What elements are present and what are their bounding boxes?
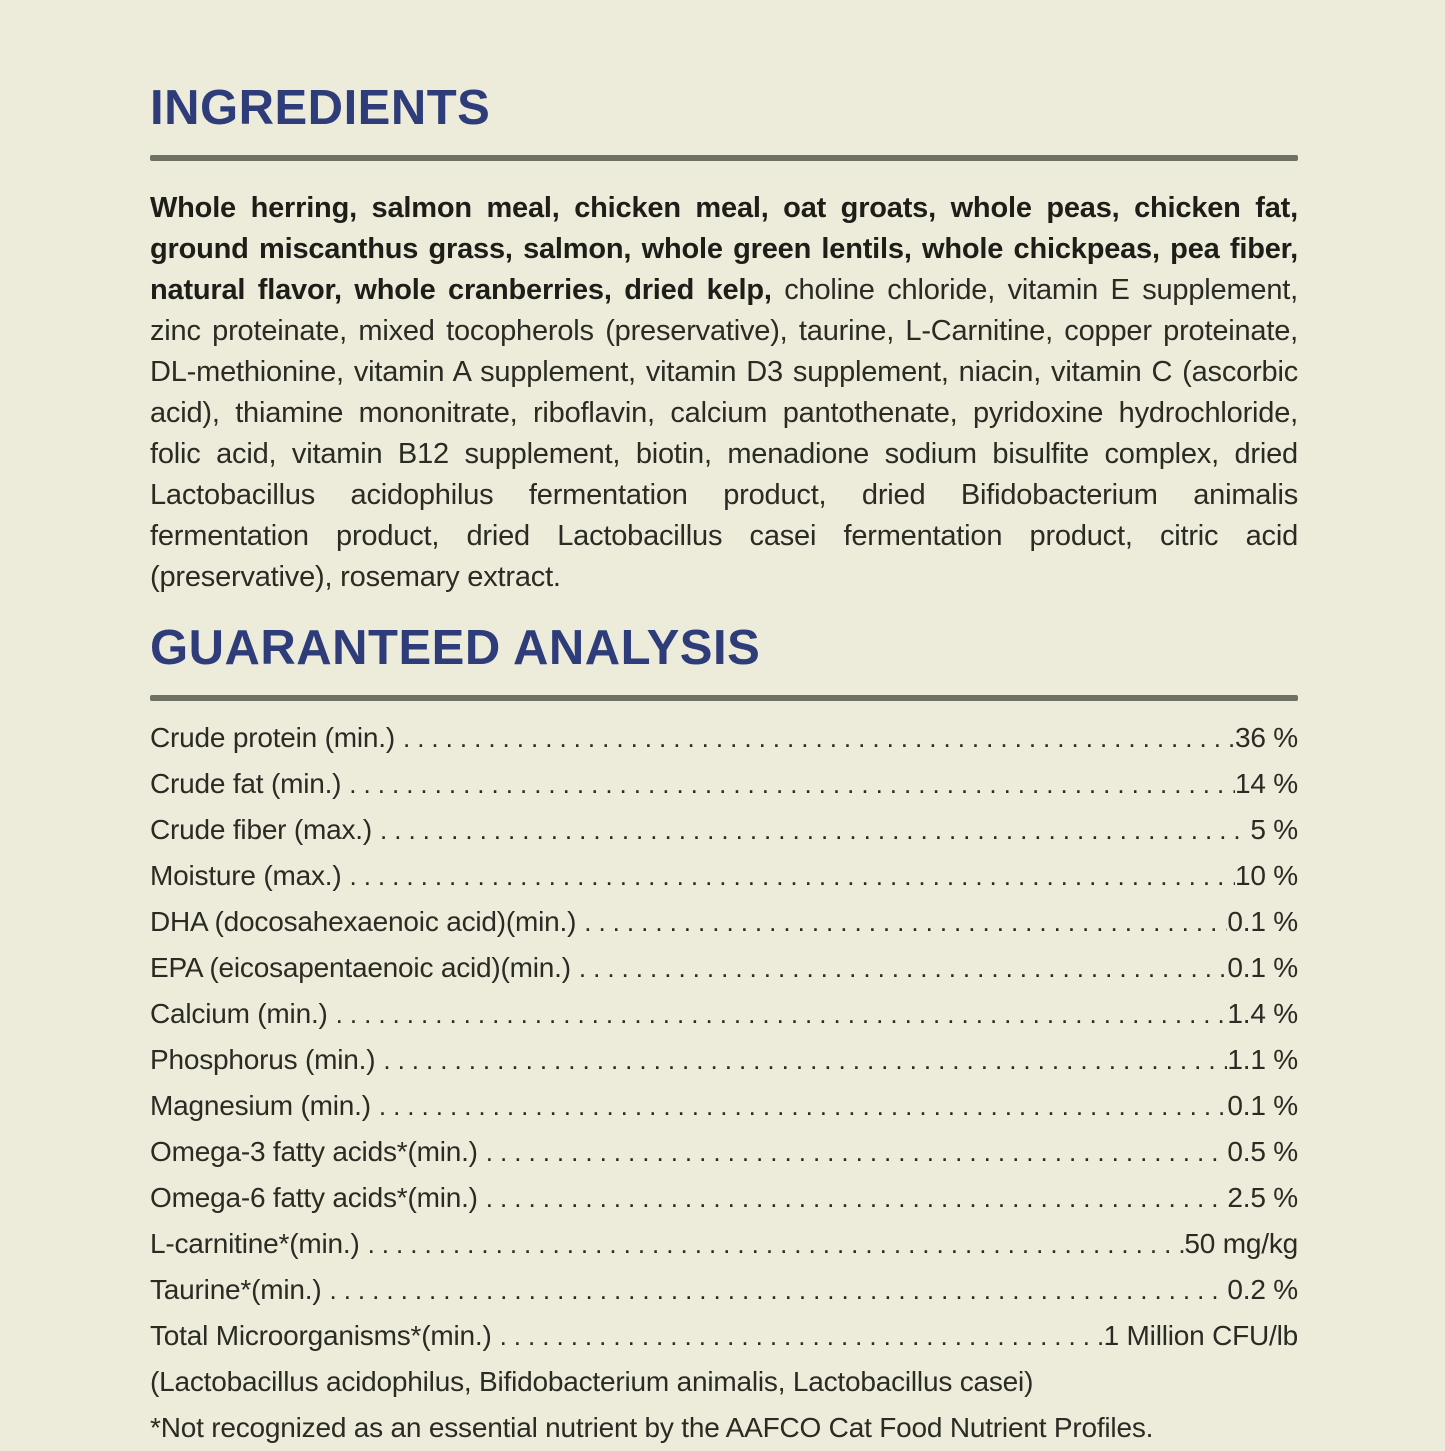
analysis-row-value: 0.2 % [1227, 1274, 1298, 1305]
analysis-row-label: L-carnitine*(min.) [150, 1228, 360, 1259]
analysis-row-label: Omega-6 fatty acids*(min.) [150, 1182, 478, 1213]
analysis-row: Magnesium (min.)........................… [150, 1083, 1298, 1129]
analysis-row-value: 36 % [1234, 722, 1298, 753]
dot-leader: ........................................… [578, 953, 1228, 983]
analysis-row-label: Crude fiber (max.) [150, 814, 373, 845]
ingredients-rest: choline chloride, vitamin E supplement, … [150, 274, 1298, 593]
dot-leader: ........................................… [485, 1183, 1228, 1213]
dot-leader: ........................................… [349, 769, 1235, 799]
analysis-row-label: Total Microorganisms*(min.) [150, 1320, 492, 1351]
dot-leader: ........................................… [367, 1229, 1185, 1259]
ingredients-title: INGREDIENTS [150, 81, 491, 135]
analysis-row-label: DHA (docosahexaenoic acid)(min.) [150, 906, 577, 937]
analysis-row: Total Microorganisms*(min.).............… [150, 1313, 1298, 1359]
analysis-row: EPA (eicosapentaenoic acid)(min.).......… [150, 945, 1298, 991]
dot-leader: ........................................… [402, 723, 1235, 753]
analysis-row: Crude fat (min.)........................… [150, 761, 1298, 807]
analysis-row-label: Phosphorus (min.) [150, 1044, 376, 1075]
dot-leader: ........................................… [335, 999, 1228, 1029]
analysis-row-label: Crude fat (min.) [150, 768, 342, 799]
guaranteed-analysis-title: GUARANTEED ANALYSIS [150, 621, 761, 675]
analysis-row: DHA (docosahexaenoic acid)(min.)........… [150, 899, 1298, 945]
analysis-row: Calcium (min.)..........................… [150, 991, 1298, 1037]
analysis-row-label: Magnesium (min.) [150, 1090, 371, 1121]
guaranteed-analysis-divider [150, 695, 1298, 701]
analysis-row: Phosphorus (min.).......................… [150, 1037, 1298, 1083]
analysis-row: Omega-6 fatty acids*(min.)..............… [150, 1175, 1298, 1221]
analysis-row-value: 1 Million CFU/lb [1103, 1320, 1299, 1351]
analysis-row-value: 0.1 % [1227, 906, 1298, 937]
analysis-row-value: 5 % [1250, 814, 1298, 845]
analysis-row-value: 1.4 % [1227, 998, 1298, 1029]
analysis-row: L-carnitine*(min.)......................… [150, 1221, 1298, 1267]
analysis-row-value: 0.1 % [1227, 952, 1298, 983]
dot-leader: ........................................… [499, 1321, 1104, 1351]
analysis-row-label: Taurine*(min.) [150, 1274, 322, 1305]
dot-leader: ........................................… [485, 1137, 1228, 1167]
analysis-row-label: Moisture (max.) [150, 860, 342, 891]
analysis-row: Crude protein (min.)....................… [150, 715, 1298, 761]
analysis-row-value: 0.5 % [1227, 1136, 1298, 1167]
label-panel: INGREDIENTS Whole herring, salmon meal, … [150, 84, 1298, 1451]
dot-leader: ........................................… [380, 815, 1250, 845]
analysis-row-label: Crude protein (min.) [150, 722, 395, 753]
analysis-row-value: 0.1 % [1227, 1090, 1298, 1121]
ingredients-lead-bold: Whole herring, salmon meal, chicken meal… [150, 192, 1298, 306]
analysis-row: Omega-3 fatty acids*(min.)..............… [150, 1129, 1298, 1175]
ingredients-divider [150, 155, 1298, 161]
analysis-row-label: Omega-3 fatty acids*(min.) [150, 1136, 478, 1167]
analysis-row-value: 2.5 % [1227, 1182, 1298, 1213]
analysis-row-label: EPA (eicosapentaenoic acid)(min.) [150, 952, 571, 983]
aafco-footnote: *Not recognized as an essential nutrient… [150, 1412, 1154, 1443]
analysis-row-value: 50 mg/kg [1184, 1228, 1298, 1259]
dot-leader: ........................................… [378, 1091, 1228, 1121]
dot-leader: ........................................… [349, 861, 1234, 891]
analysis-row-value: 1.1 % [1227, 1044, 1298, 1075]
analysis-row-label: Calcium (min.) [150, 998, 328, 1029]
analysis-row: Crude fiber (max.)......................… [150, 807, 1298, 853]
analysis-row: Moisture (max.).........................… [150, 853, 1298, 899]
dot-leader: ........................................… [383, 1045, 1227, 1075]
analysis-row-value: 14 % [1234, 768, 1298, 799]
dot-leader: ........................................… [584, 907, 1228, 937]
microorganisms-note: (Lactobacillus acidophilus, Bifidobacter… [150, 1366, 1034, 1397]
ingredients-text: Whole herring, salmon meal, chicken meal… [150, 188, 1298, 598]
analysis-row-value: 10 % [1234, 860, 1298, 891]
guaranteed-analysis-table: Crude protein (min.)....................… [150, 715, 1298, 1359]
analysis-row: Taurine*(min.)..........................… [150, 1267, 1298, 1313]
dot-leader: ........................................… [329, 1275, 1227, 1305]
